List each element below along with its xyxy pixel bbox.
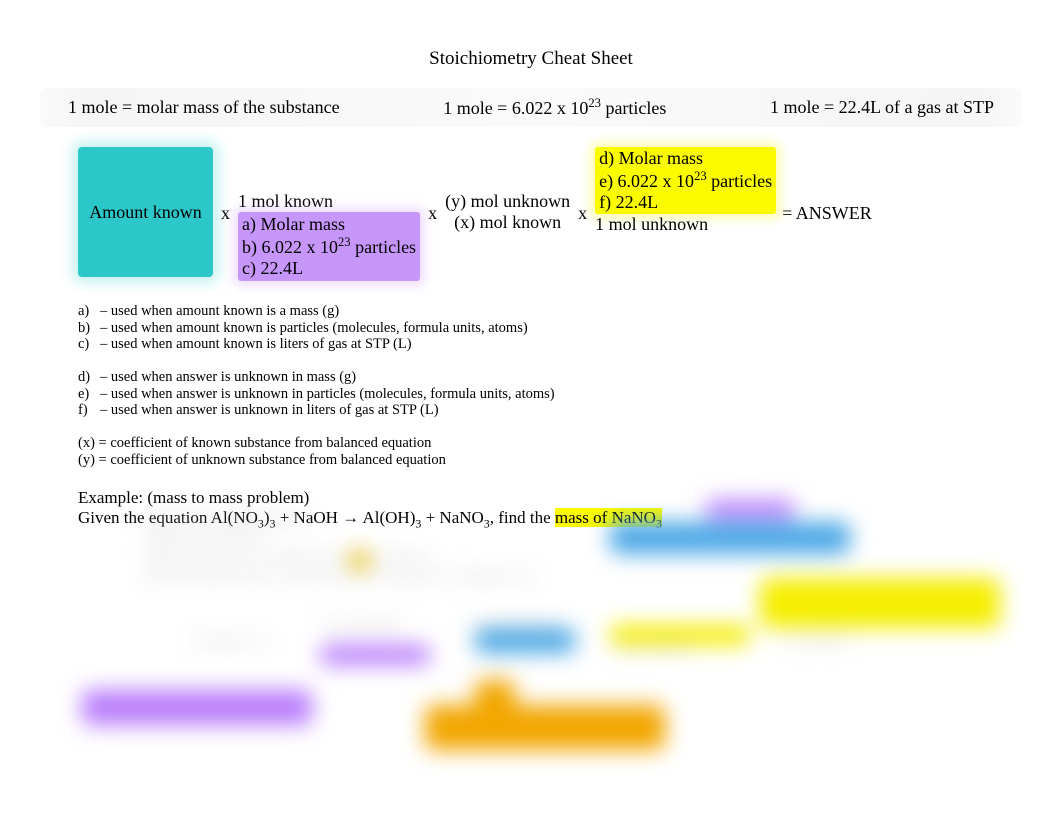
frac3-e-post: particles [707,171,772,191]
example-line: Given the equation Al(NO3)3 + NaOH → Al(… [78,508,1062,531]
frac3-opt-e: e) 6.022 x 1023 particles [599,169,772,192]
conversion-particles: 1 mole = 6.022 x 1023 particles [443,96,666,119]
frac1-b-sup: 23 [338,235,351,249]
note-a: a)– used when amount known is a mass (g) [78,303,1062,320]
fraction-2: (y) mol unknown (x) mol known [445,147,570,233]
blur-text: 17g known x [190,633,268,650]
times-3: x [570,203,595,224]
frac3-bot: 1 mol unknown [595,214,776,235]
ex-s5: 3 [656,517,662,531]
notes-section: a)– used when amount known is a mass (g)… [78,303,1062,468]
note-c-txt: – used when amount known is liters of ga… [100,336,412,353]
frac3-opt-d: d) Molar mass [599,148,772,169]
frac1-opt-c: c) 22.4L [242,258,416,279]
blur-text: apply the pattern to compute result show… [145,548,426,565]
conversion-molar-mass: 1 mole = molar mass of the substance [68,97,340,118]
frac1-opt-a: a) Molar mass [242,214,416,235]
answer-label: = ANSWER [782,203,872,224]
blur-blob [350,550,370,570]
fraction-1: 1 mol known a) Molar mass b) 6.022 x 102… [238,147,420,281]
example-section: Example: (mass to mass problem) Given th… [78,488,1062,531]
blur-text: the conversion factors come from the coe… [145,568,533,585]
frac3-numerator: d) Molar mass e) 6.022 x 1023 particles … [595,147,776,214]
blur-blob [475,680,515,710]
frac2-top: (y) mol unknown [445,191,570,212]
blur-blob [425,705,665,750]
conv-b-sup: 23 [588,96,601,110]
ex-hl-txt: mass of NaNO [555,508,656,527]
blur-text: = g NaNO3 [780,633,850,650]
fraction-3: d) Molar mass e) 6.022 x 1023 particles … [595,147,776,235]
conv-b-pre: 1 mole = 6.022 x 10 [443,98,588,118]
ex-pre: Given the equation Al(NO [78,508,258,527]
note-b-txt: – used when amount known is particles (m… [100,320,528,337]
note-f: f)– used when answer is unknown in liter… [78,402,1062,419]
conv-b-post: particles [601,98,666,118]
blur-blob [82,690,312,725]
blurred-content: balance the equation aheadfigure molar m… [70,500,1000,770]
ex-highlight: mass of NaNO3 [555,508,662,527]
blur-blob [760,578,1000,628]
frac1-b-post: particles [351,237,416,257]
ex-m4: , find the [490,508,555,527]
note-f-lbl: f) [78,402,100,419]
note-a-txt: – used when amount known is a mass (g) [100,303,339,320]
frac1-opt-b: b) 6.022 x 1023 particles [242,235,416,258]
note-c: c)– used when amount known is liters of … [78,336,1062,353]
frac3-e-sup: 23 [694,169,707,183]
frac1-b-pre: b) 6.022 x 10 [242,237,338,257]
note-e: e)– used when answer is unknown in parti… [78,386,1062,403]
formula-row: Amount known x 1 mol known a) Molar mass… [78,147,1062,281]
blur-text: 1 mol NaNO3 [610,640,695,657]
times-2: x [420,203,445,224]
blur-text: 3 mol NaNO3 [470,618,555,635]
note-b: b)– used when amount known is particles … [78,320,1062,337]
amount-known-label: Amount known [89,202,202,223]
frac3-e-pre: e) 6.022 x 10 [599,171,694,191]
conversion-bar: 1 mole = molar mass of the substance 1 m… [40,88,1022,127]
note-d: d)– used when answer is unknown in mass … [78,369,1062,386]
note-e-lbl: e) [78,386,100,403]
blur-blob [320,645,430,665]
frac2-bot: (x) mol known [445,212,570,233]
page-title: Stoichiometry Cheat Sheet [0,0,1062,88]
example-heading: Example: (mass to mass problem) [78,488,1062,508]
frac3-opt-f: f) 22.4L [599,192,772,213]
note-x: (x) = coefficient of known substance fro… [78,435,1062,452]
note-y: (y) = coefficient of unknown substance f… [78,452,1062,469]
frac1-top: 1 mol known [238,191,420,212]
note-d-lbl: d) [78,369,100,386]
blur-blob [610,625,750,645]
note-c-lbl: c) [78,336,100,353]
note-f-txt: – used when answer is unknown in liters … [100,402,439,419]
amount-known-box: Amount known [78,147,213,277]
ex-m2: + NaOH → Al(OH) [275,508,415,527]
blur-blob [475,628,575,653]
ex-m3: + NaNO [421,508,483,527]
frac1-denominator: a) Molar mass b) 6.022 x 1023 particles … [238,212,420,281]
conversion-gas-stp: 1 mole = 22.4L of a gas at STP [770,97,994,118]
note-a-lbl: a) [78,303,100,320]
note-b-lbl: b) [78,320,100,337]
blur-text: 1 mol NaOH [320,618,398,635]
note-d-txt: – used when answer is unknown in mass (g… [100,369,356,386]
times-1: x [213,203,238,224]
note-e-txt: – used when answer is unknown in particl… [100,386,555,403]
